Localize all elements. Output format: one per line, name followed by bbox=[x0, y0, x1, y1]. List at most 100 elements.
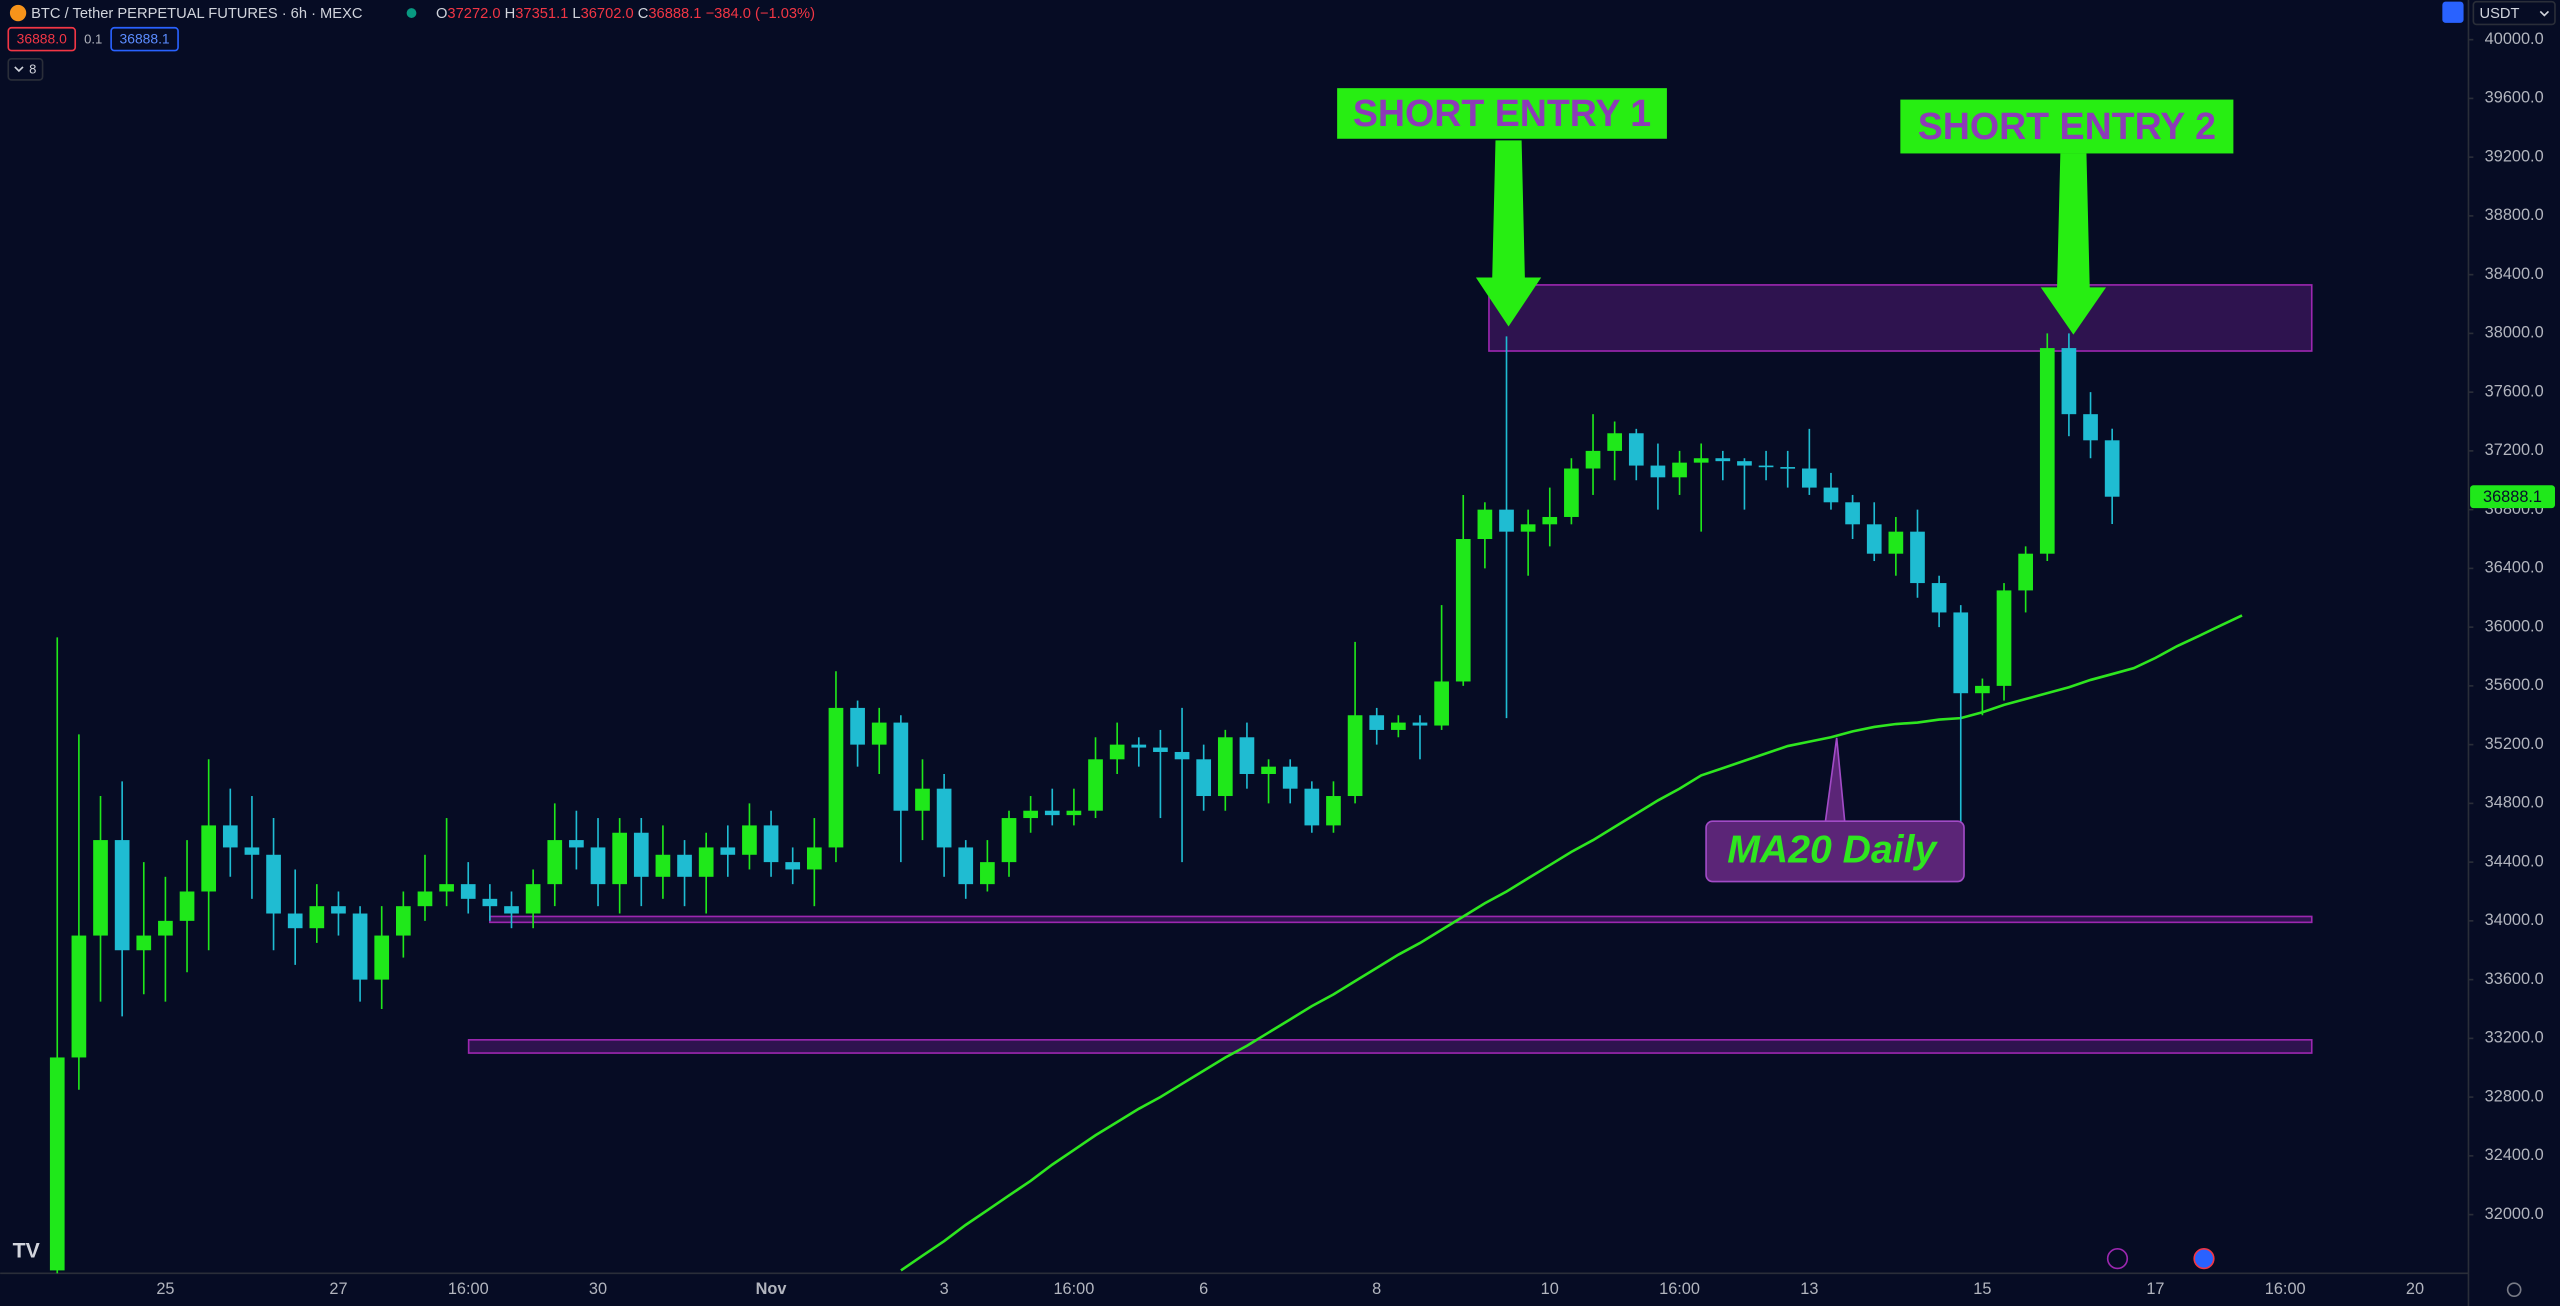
sell-price[interactable]: 36888.0 bbox=[17, 31, 67, 47]
candle-body bbox=[1023, 810, 1038, 819]
candle-body bbox=[1628, 433, 1644, 466]
y-tick-label: 38800.0 bbox=[2485, 206, 2544, 224]
candle-body bbox=[1910, 531, 1925, 584]
chevron bbox=[2539, 10, 2550, 17]
candle-body bbox=[763, 825, 779, 863]
candle-body bbox=[1672, 462, 1687, 478]
y-tick-label: 36000.0 bbox=[2485, 617, 2544, 635]
candle-body bbox=[1564, 468, 1579, 517]
candle-body bbox=[49, 1057, 65, 1271]
candle-body bbox=[1931, 583, 1947, 613]
zone bbox=[489, 915, 2313, 924]
y-tick-label: 32800.0 bbox=[2485, 1087, 2544, 1105]
x-tick-label: 10 bbox=[1541, 1280, 1559, 1298]
candle-body bbox=[1866, 524, 1882, 554]
candle-body bbox=[893, 722, 909, 811]
candle-body bbox=[2018, 553, 2033, 591]
y-tick-label: 34400.0 bbox=[2485, 852, 2544, 870]
candle-body bbox=[222, 825, 238, 848]
zone bbox=[1488, 284, 2313, 352]
annotation-box bbox=[1705, 820, 1965, 883]
candle-body bbox=[1347, 715, 1363, 797]
candle-body bbox=[352, 913, 368, 980]
candle-body bbox=[677, 854, 692, 877]
y-tick-label: 38000.0 bbox=[2485, 324, 2544, 342]
annotation-label: MA20 Daily bbox=[1727, 829, 1938, 872]
buy-button[interactable] bbox=[110, 26, 179, 52]
candle-body bbox=[1304, 788, 1320, 826]
candle-body bbox=[1607, 433, 1623, 451]
candle-body bbox=[1109, 744, 1125, 760]
candle-body bbox=[742, 825, 757, 855]
candle-body bbox=[309, 906, 325, 929]
ohlc-key: O bbox=[436, 6, 447, 22]
candle-body bbox=[1326, 796, 1341, 826]
candle-body bbox=[266, 854, 281, 914]
ma-line bbox=[900, 614, 2243, 1272]
candle-body bbox=[1780, 467, 1796, 469]
settings-icon[interactable] bbox=[2506, 1282, 2522, 1298]
candle-body bbox=[1477, 509, 1493, 540]
candle-body bbox=[1801, 468, 1817, 488]
candle-body bbox=[1693, 458, 1709, 463]
candle-body bbox=[439, 884, 454, 892]
ohlc-value: 36888.1 bbox=[648, 6, 701, 22]
symbol-title: BTC / Tether PERPETUAL FUTURES · 6h · ME… bbox=[31, 6, 363, 22]
x-tick-label: 17 bbox=[2146, 1280, 2164, 1298]
x-tick-label: 30 bbox=[589, 1280, 607, 1298]
candle-body bbox=[2104, 440, 2120, 497]
candle-body bbox=[569, 840, 584, 848]
candle-body bbox=[1239, 737, 1255, 774]
logo: TV bbox=[13, 1240, 40, 1263]
candle-body bbox=[980, 862, 995, 885]
compare-icon[interactable] bbox=[2442, 1, 2464, 23]
x-tick-label: 16:00 bbox=[448, 1280, 489, 1298]
candle-body bbox=[1217, 737, 1233, 797]
annotation-label: SHORT ENTRY 1 bbox=[1353, 92, 1651, 134]
x-tick-label: 25 bbox=[156, 1280, 174, 1298]
price-badge-label: 36888.1 bbox=[2483, 488, 2542, 506]
indicator-count[interactable]: 8 bbox=[29, 62, 36, 77]
y-tick-label: 35200.0 bbox=[2485, 735, 2544, 753]
candle-body bbox=[2061, 348, 2077, 415]
candle-body bbox=[1823, 487, 1839, 503]
buy-price[interactable]: 36888.1 bbox=[120, 31, 170, 47]
sell-button[interactable] bbox=[7, 26, 77, 52]
indicator-toggle[interactable] bbox=[7, 57, 44, 81]
candle-body bbox=[1153, 747, 1168, 752]
candle-body bbox=[179, 891, 195, 921]
event-icon[interactable] bbox=[2193, 1248, 2215, 1270]
candle-body bbox=[1261, 766, 1276, 774]
candle-body bbox=[244, 847, 260, 855]
candle-body bbox=[698, 847, 714, 877]
candle-body bbox=[1888, 531, 1904, 554]
arrow bbox=[1475, 140, 1542, 327]
candle-body bbox=[1434, 681, 1449, 726]
candle-body bbox=[1412, 722, 1428, 726]
candle-body bbox=[482, 898, 498, 907]
candle-body bbox=[201, 825, 217, 892]
candle-body bbox=[1174, 751, 1190, 760]
ohlc: O37272.0 H37351.1 L36702.0 C36888.1 −384… bbox=[436, 6, 815, 22]
candle-body bbox=[417, 891, 433, 907]
currency-button[interactable] bbox=[2472, 0, 2556, 26]
candle-body bbox=[871, 722, 887, 745]
event-icon[interactable] bbox=[2106, 1248, 2129, 1270]
ohlc-key: L bbox=[572, 6, 580, 22]
candle-body bbox=[958, 847, 974, 885]
candle-body bbox=[331, 906, 346, 914]
currency[interactable]: USDT bbox=[2479, 6, 2519, 22]
candle-body bbox=[1845, 502, 1860, 525]
y-tick-label: 34800.0 bbox=[2485, 794, 2544, 812]
change: −384.0 (−1.03%) bbox=[706, 6, 815, 22]
annotation-label: SHORT ENTRY 2 bbox=[1918, 105, 2216, 147]
candle-body bbox=[525, 884, 541, 914]
status-dot bbox=[406, 8, 417, 18]
plot-area bbox=[49, 284, 2313, 1274]
candle-body bbox=[396, 906, 411, 936]
x-tick-label: 16:00 bbox=[1659, 1280, 1700, 1298]
candle-body bbox=[655, 854, 671, 877]
ohlc-key: H bbox=[505, 6, 516, 22]
